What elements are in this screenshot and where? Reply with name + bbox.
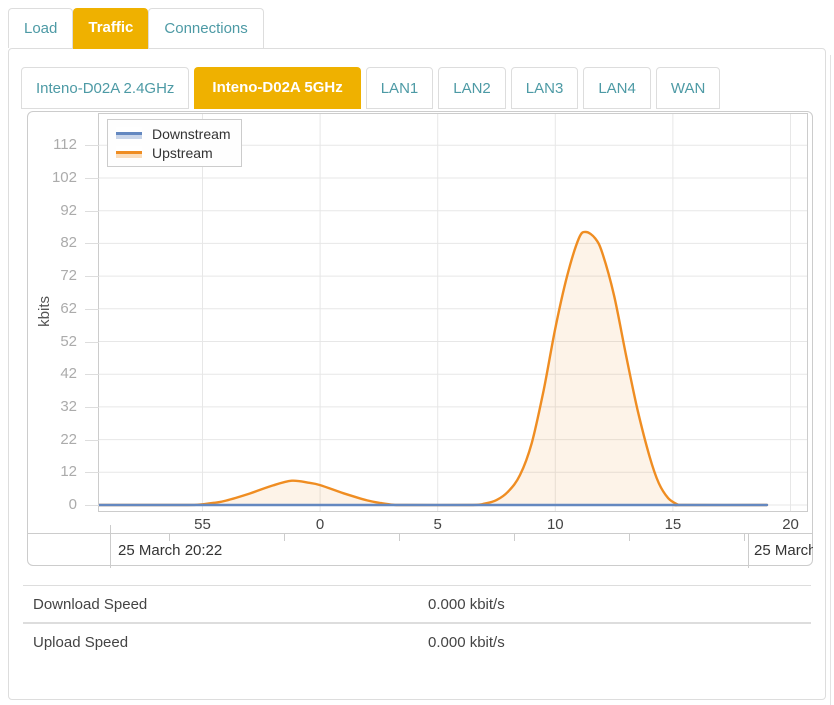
date-divider-right: [748, 534, 749, 568]
upload-speed-label: Upload Speed: [33, 634, 129, 651]
tab-lan3[interactable]: LAN3: [510, 67, 579, 109]
y-tick-mark: [85, 374, 99, 376]
upstream-label: Upstream: [152, 144, 213, 161]
tab-lan2[interactable]: LAN2: [438, 67, 506, 109]
download-speed-label: Download Speed: [33, 596, 148, 613]
tab-load[interactable]: Load: [8, 8, 74, 48]
x-tick-label: 0: [315, 516, 325, 533]
y-tick-label: 42: [60, 365, 77, 383]
x-tick-label: 10: [546, 516, 564, 533]
tab-inteno-d02a-24ghz[interactable]: Inteno-D02A 2.4GHz: [21, 67, 190, 109]
y-tick-mark: [85, 308, 99, 310]
y-tick-label: 32: [60, 397, 77, 415]
chart-end-date: 25 March: [754, 542, 813, 559]
x-tick-label: 5: [433, 516, 442, 533]
tab-connections[interactable]: Connections: [148, 8, 264, 48]
date-band-tick: [169, 534, 170, 541]
tab-lan1[interactable]: LAN1: [365, 67, 434, 109]
x-tick-label: 20: [782, 516, 799, 533]
tab-inteno-d02a-5ghz[interactable]: Inteno-D02A 5GHz: [194, 67, 361, 109]
download-speed-value: 0.000 kbit/s: [428, 596, 505, 613]
upstream-swatch: [116, 146, 142, 159]
chart-legend: Downstream Upstream: [107, 119, 242, 167]
x-tick-label: 15: [664, 516, 682, 533]
y-tick-label: 0: [68, 496, 77, 513]
date-band-tick: [629, 534, 630, 541]
window-edge-line: [830, 55, 831, 705]
chart-start-date: 25 March 20:22: [118, 542, 223, 559]
date-band-tick: [399, 534, 400, 541]
tab-wan[interactable]: WAN: [655, 67, 721, 109]
legend-item-upstream: Upstream: [116, 143, 233, 162]
date-band-tick: [284, 534, 285, 541]
chart-container: kbits 0 12 22 32 42 52 62 72 82 92 102 112 55 0 5 10 15…: [27, 111, 813, 568]
speed-stats: Download Speed 0.000 kbit/s Upload Speed…: [23, 585, 811, 661]
y-tick-label: 72: [60, 267, 77, 285]
y-tick-label: 92: [60, 201, 77, 219]
tab-traffic[interactable]: Traffic: [73, 8, 149, 49]
y-tick-label: 22: [60, 430, 77, 448]
main-tabs: Load Traffic Connections: [8, 8, 264, 49]
y-tick-label: 112: [53, 136, 77, 154]
traffic-panel: Inteno-D02A 2.4GHz Inteno-D02A 5GHz LAN1…: [8, 48, 826, 700]
upload-speed-value: 0.000 kbit/s: [428, 634, 505, 651]
y-tick-mark: [85, 145, 99, 147]
y-tick-label: 52: [60, 332, 77, 350]
y-tick-mark: [85, 406, 99, 408]
y-tick-mark: [85, 276, 99, 278]
date-band-tick: [514, 534, 515, 541]
legend-item-downstream: Downstream: [116, 124, 233, 143]
y-tick-mark: [85, 210, 99, 212]
date-band-tick: [744, 534, 745, 541]
y-tick-mark: [85, 472, 99, 474]
y-tick-mark: [85, 439, 99, 441]
downstream-swatch: [116, 127, 142, 140]
traffic-chart-svg: [99, 114, 807, 511]
date-divider-left: [110, 525, 111, 568]
date-band: 25 March 20:22 25 March: [28, 525, 813, 568]
plot-area[interactable]: [98, 113, 808, 512]
download-speed-row: Download Speed 0.000 kbit/s: [23, 585, 811, 623]
x-tick-label: 55: [194, 516, 211, 533]
tab-lan4[interactable]: LAN4: [583, 67, 651, 109]
interface-tabs: Inteno-D02A 2.4GHz Inteno-D02A 5GHz LAN1…: [21, 67, 721, 109]
y-tick-mark: [85, 505, 99, 506]
y-tick-label: 82: [60, 234, 77, 252]
upload-speed-row: Upload Speed 0.000 kbit/s: [23, 623, 811, 661]
y-tick-label: 12: [60, 463, 77, 481]
y-tick-mark: [85, 243, 99, 245]
y-tick-mark: [85, 178, 99, 179]
y-tick-label: 62: [60, 299, 77, 317]
y-tick-label: 102: [51, 169, 77, 186]
downstream-label: Downstream: [152, 125, 231, 142]
y-tick-mark: [85, 341, 99, 343]
